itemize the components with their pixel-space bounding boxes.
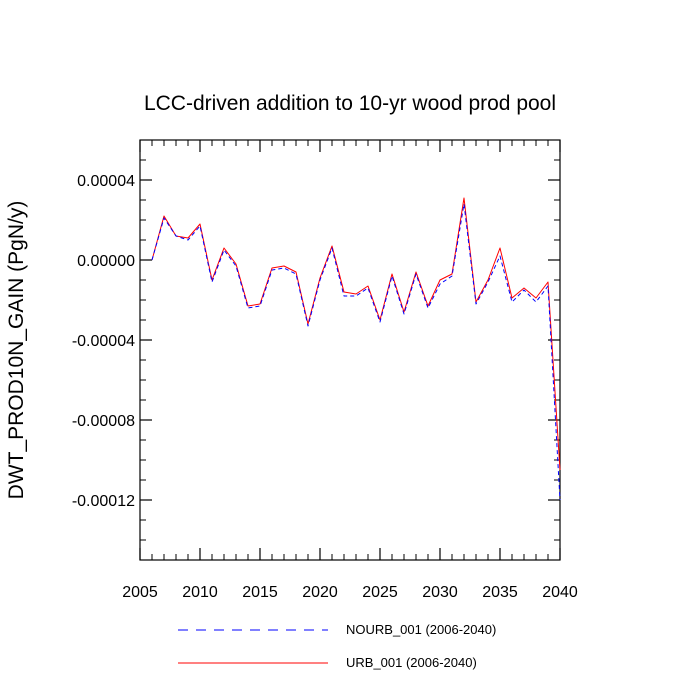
legend-label-2: URB_001 (2006-2040) [346, 655, 477, 670]
y-axis-label: DWT_PROD10N_GAIN (PgN/y) [5, 201, 28, 500]
x-tick-label: 2020 [302, 584, 338, 601]
x-tick-label: 2040 [542, 584, 578, 601]
x-tick-label: 2010 [182, 584, 218, 601]
x-tick-label: 2035 [482, 584, 518, 601]
y-tick-label: -0.00008 [72, 413, 135, 430]
y-tick-label: -0.00004 [72, 333, 135, 350]
y-tick-label: 0.00000 [77, 253, 135, 270]
y-tick-label: 0.00004 [77, 173, 135, 190]
major-ticks [139, 140, 561, 560]
x-tick-label: 2015 [242, 584, 278, 601]
series-lines [151, 197, 561, 501]
plot-border [139, 139, 561, 561]
legend-label-1: NOURB_001 (2006-2040) [346, 622, 496, 637]
x-tick-label: 2030 [422, 584, 458, 601]
series-line-urb-001 [151, 197, 561, 471]
series-line-nourb-001 [151, 203, 561, 501]
chart-title: LCC-driven addition to 10-yr wood prod p… [144, 92, 556, 115]
plot-frame [139, 139, 561, 561]
x-tick-labels: 2005 2010 2015 2020 2025 2030 2035 2040 [122, 584, 578, 601]
legend: NOURB_001 (2006-2040) URB_001 (2006-2040) [178, 622, 496, 670]
y-tick-labels: 0.00004 0.00000 -0.00004 -0.00008 -0.00012 [72, 173, 135, 510]
x-tick-label: 2025 [362, 584, 398, 601]
y-tick-label: -0.00012 [72, 493, 135, 510]
minor-ticks [140, 140, 560, 560]
x-tick-label: 2005 [122, 584, 158, 601]
